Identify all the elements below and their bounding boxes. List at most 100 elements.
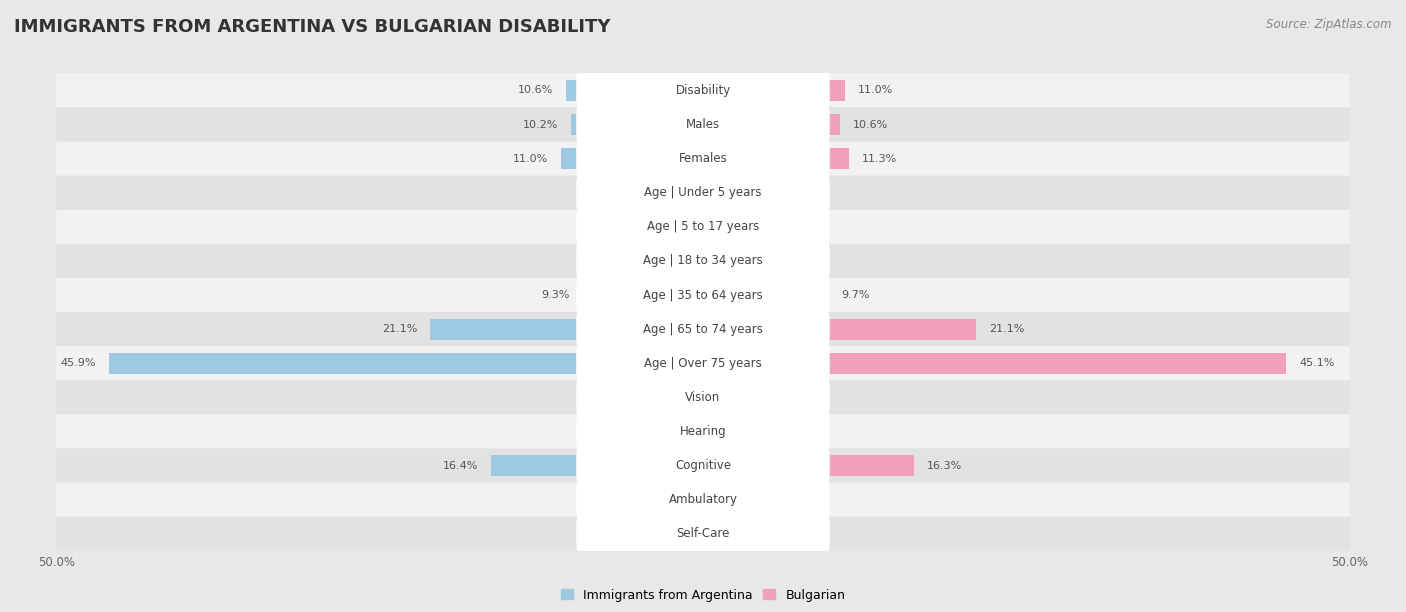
Text: Ambulatory: Ambulatory — [668, 493, 738, 506]
FancyBboxPatch shape — [576, 344, 830, 382]
Text: 5.7%: 5.7% — [588, 256, 616, 266]
Bar — [678, 387, 703, 408]
Text: Cognitive: Cognitive — [675, 459, 731, 472]
Bar — [688, 182, 703, 203]
Text: 16.3%: 16.3% — [927, 461, 962, 471]
Bar — [561, 148, 703, 170]
Bar — [703, 455, 914, 476]
Bar — [673, 523, 703, 544]
Bar — [703, 216, 770, 237]
Text: 1.9%: 1.9% — [741, 392, 769, 402]
Bar — [110, 353, 703, 374]
Text: 9.3%: 9.3% — [541, 290, 569, 300]
FancyBboxPatch shape — [576, 207, 830, 246]
Text: 6.5%: 6.5% — [800, 256, 828, 266]
FancyBboxPatch shape — [56, 278, 1350, 312]
Text: 2.3%: 2.3% — [631, 529, 661, 539]
Bar — [630, 250, 703, 272]
Text: IMMIGRANTS FROM ARGENTINA VS BULGARIAN DISABILITY: IMMIGRANTS FROM ARGENTINA VS BULGARIAN D… — [14, 18, 610, 36]
Bar — [430, 319, 703, 340]
Text: Disability: Disability — [675, 84, 731, 97]
Text: Females: Females — [679, 152, 727, 165]
Text: Age | 5 to 17 years: Age | 5 to 17 years — [647, 220, 759, 233]
Text: 5.6%: 5.6% — [589, 494, 617, 505]
FancyBboxPatch shape — [56, 176, 1350, 210]
FancyBboxPatch shape — [56, 380, 1350, 414]
Text: 5.0%: 5.0% — [598, 222, 626, 232]
Text: 5.6%: 5.6% — [789, 494, 817, 505]
FancyBboxPatch shape — [576, 242, 830, 280]
FancyBboxPatch shape — [576, 412, 830, 450]
Bar — [571, 114, 703, 135]
Text: Age | 18 to 34 years: Age | 18 to 34 years — [643, 255, 763, 267]
FancyBboxPatch shape — [576, 174, 830, 212]
Text: 9.7%: 9.7% — [841, 290, 870, 300]
FancyBboxPatch shape — [576, 480, 830, 519]
Bar — [703, 421, 742, 442]
Text: 2.2%: 2.2% — [744, 529, 773, 539]
FancyBboxPatch shape — [56, 141, 1350, 176]
FancyBboxPatch shape — [576, 515, 830, 553]
Text: Source: ZipAtlas.com: Source: ZipAtlas.com — [1267, 18, 1392, 31]
Text: Age | Under 5 years: Age | Under 5 years — [644, 186, 762, 200]
FancyBboxPatch shape — [56, 73, 1350, 108]
Text: 11.0%: 11.0% — [858, 86, 893, 95]
FancyBboxPatch shape — [576, 105, 830, 144]
Bar — [582, 285, 703, 305]
Bar — [703, 148, 849, 170]
Text: Age | 35 to 64 years: Age | 35 to 64 years — [643, 289, 763, 302]
FancyBboxPatch shape — [56, 244, 1350, 278]
Text: 21.1%: 21.1% — [988, 324, 1024, 334]
Text: 21.1%: 21.1% — [382, 324, 418, 334]
Text: 2.8%: 2.8% — [626, 427, 654, 436]
Bar — [703, 353, 1286, 374]
FancyBboxPatch shape — [56, 346, 1350, 380]
Bar — [703, 489, 776, 510]
Text: Self-Care: Self-Care — [676, 528, 730, 540]
Text: 5.2%: 5.2% — [783, 222, 811, 232]
Text: 3.0%: 3.0% — [755, 427, 783, 436]
Text: 10.6%: 10.6% — [853, 119, 889, 130]
Bar — [630, 489, 703, 510]
FancyBboxPatch shape — [56, 210, 1350, 244]
Text: 2.0%: 2.0% — [636, 392, 664, 402]
Bar — [491, 455, 703, 476]
Bar — [703, 114, 841, 135]
FancyBboxPatch shape — [576, 276, 830, 315]
Bar — [703, 250, 787, 272]
Bar — [703, 285, 828, 305]
FancyBboxPatch shape — [56, 414, 1350, 449]
Text: 10.2%: 10.2% — [523, 119, 558, 130]
Text: 45.1%: 45.1% — [1299, 358, 1334, 368]
FancyBboxPatch shape — [56, 449, 1350, 483]
Text: 1.3%: 1.3% — [733, 188, 761, 198]
Text: 16.4%: 16.4% — [443, 461, 478, 471]
Text: 10.6%: 10.6% — [517, 86, 553, 95]
FancyBboxPatch shape — [576, 446, 830, 485]
FancyBboxPatch shape — [576, 140, 830, 178]
FancyBboxPatch shape — [576, 71, 830, 110]
Bar — [703, 387, 727, 408]
Legend: Immigrants from Argentina, Bulgarian: Immigrants from Argentina, Bulgarian — [555, 584, 851, 606]
Text: Vision: Vision — [685, 391, 721, 404]
Bar — [703, 182, 720, 203]
FancyBboxPatch shape — [56, 483, 1350, 517]
Text: 11.0%: 11.0% — [513, 154, 548, 163]
Text: 11.3%: 11.3% — [862, 154, 897, 163]
Bar — [703, 523, 731, 544]
FancyBboxPatch shape — [576, 378, 830, 417]
Text: Males: Males — [686, 118, 720, 131]
Bar — [703, 80, 845, 101]
Text: Hearing: Hearing — [679, 425, 727, 438]
Text: 1.2%: 1.2% — [647, 188, 675, 198]
FancyBboxPatch shape — [56, 108, 1350, 141]
FancyBboxPatch shape — [576, 310, 830, 348]
Bar — [666, 421, 703, 442]
FancyBboxPatch shape — [56, 517, 1350, 551]
Text: Age | 65 to 74 years: Age | 65 to 74 years — [643, 323, 763, 335]
Text: Age | Over 75 years: Age | Over 75 years — [644, 357, 762, 370]
Bar — [565, 80, 703, 101]
Text: 45.9%: 45.9% — [60, 358, 97, 368]
Bar — [703, 319, 976, 340]
Bar — [638, 216, 703, 237]
